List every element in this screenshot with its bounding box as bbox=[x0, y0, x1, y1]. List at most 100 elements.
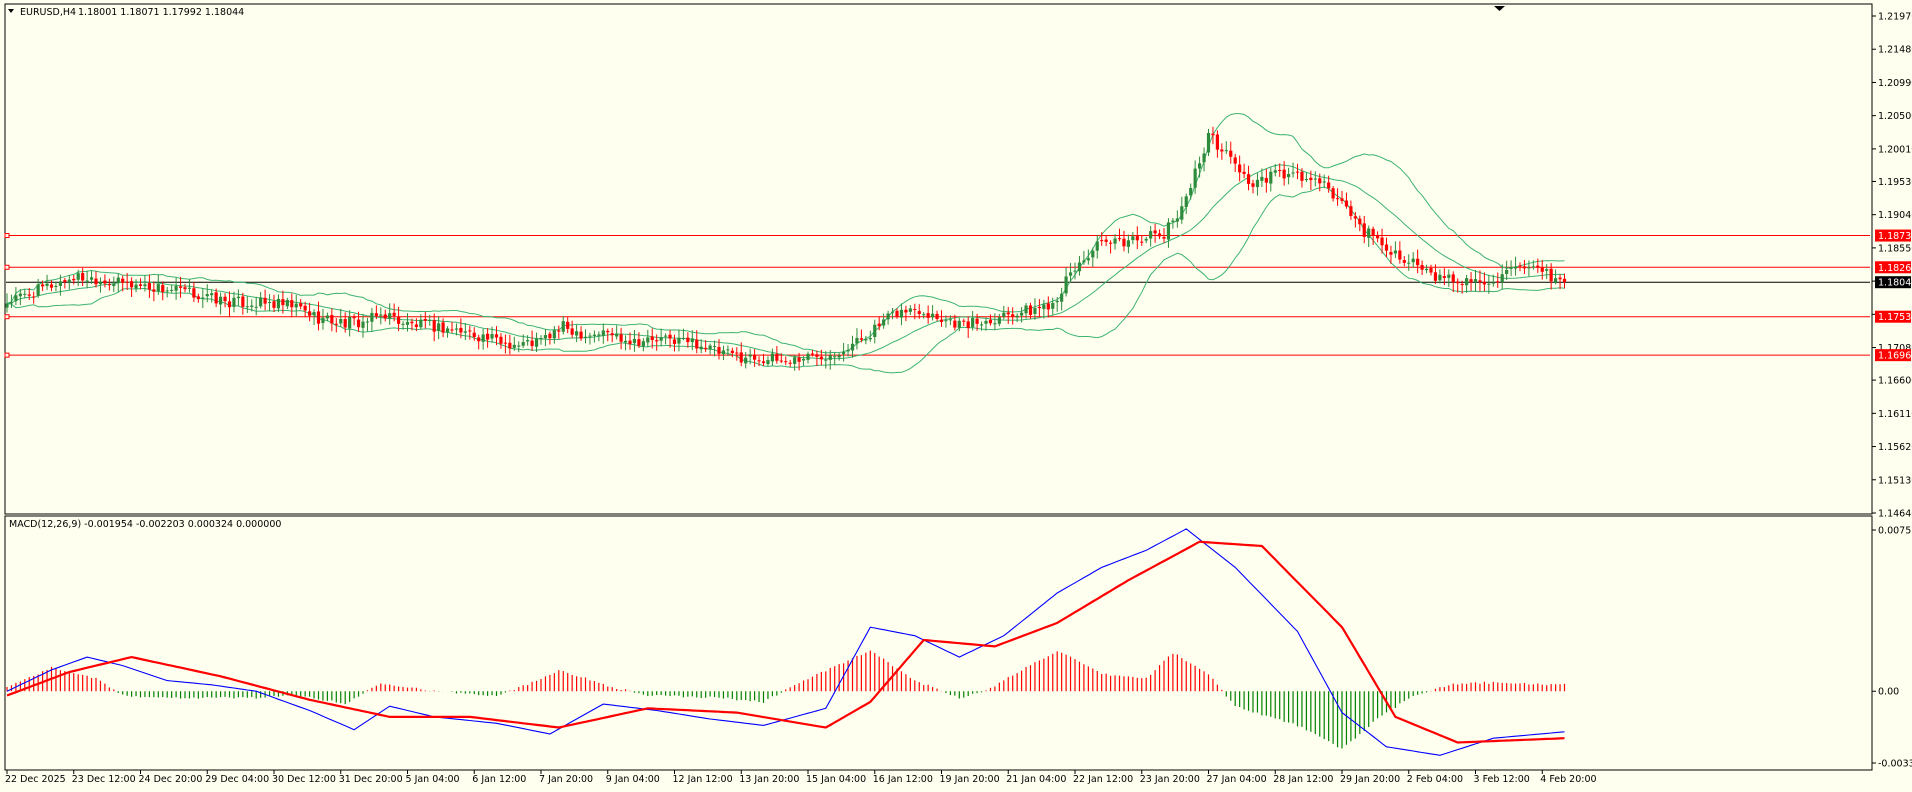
price-pane-frame[interactable] bbox=[4, 3, 1873, 515]
candle-bear bbox=[1157, 233, 1162, 237]
chart-shift-marker[interactable] bbox=[1494, 6, 1505, 11]
candle-bull bbox=[445, 328, 450, 333]
candle-bear bbox=[637, 339, 641, 346]
candle-bear bbox=[290, 300, 294, 308]
candle-bull bbox=[156, 284, 160, 292]
price-axis[interactable]: 1.21970 1.21480 1.20990 1.20500 1.20010 1.195… bbox=[1872, 12, 1912, 770]
price-tick-label: 1.16600 bbox=[1878, 376, 1912, 387]
candle-bull bbox=[1304, 179, 1308, 181]
candle-bear bbox=[316, 311, 321, 324]
candle-bear bbox=[125, 281, 129, 283]
level-price-tag bbox=[1875, 261, 1911, 274]
candle-bull bbox=[1060, 293, 1064, 302]
level-price-tag bbox=[1875, 229, 1911, 242]
candle-bull bbox=[259, 297, 263, 307]
candle-bear bbox=[735, 352, 739, 354]
candle-bear bbox=[1558, 277, 1562, 280]
candle-bear bbox=[757, 360, 761, 362]
candle-bull bbox=[1531, 266, 1535, 268]
candle-bull bbox=[5, 303, 9, 308]
macd-tick-label: 0.00 bbox=[1878, 687, 1899, 698]
level-price-tag-text: 1.18732 bbox=[1878, 231, 1912, 242]
time-tick-label: 2 Feb 04:00 bbox=[1407, 774, 1463, 785]
price-tick-label: 1.20010 bbox=[1878, 144, 1912, 155]
candle-bull bbox=[36, 284, 40, 296]
candle-bear bbox=[356, 319, 361, 328]
candle-bull bbox=[267, 301, 272, 303]
candle-bull bbox=[997, 317, 1001, 324]
level-handle-1 bbox=[4, 264, 10, 270]
candle-bear bbox=[859, 338, 863, 340]
candle-bear bbox=[606, 330, 610, 333]
candle-bull bbox=[1086, 258, 1090, 261]
candle-bear bbox=[966, 321, 970, 329]
candle-bull bbox=[690, 338, 694, 343]
candle-bull bbox=[744, 357, 748, 364]
collapse-arrow-icon[interactable] bbox=[8, 9, 14, 13]
candle-bull bbox=[1273, 170, 1277, 173]
candle-bull bbox=[232, 297, 236, 307]
candle-bear bbox=[1242, 171, 1246, 174]
candle-bull bbox=[1500, 274, 1504, 283]
candle-bear bbox=[877, 323, 881, 327]
candle-bear bbox=[1518, 265, 1522, 267]
time-tick-label: 4 Feb 20:00 bbox=[1540, 774, 1596, 785]
candle-bull bbox=[1260, 176, 1264, 181]
candle-bear bbox=[477, 337, 481, 342]
candle-bear bbox=[227, 301, 232, 308]
candle-bull bbox=[708, 345, 712, 350]
candle-bear bbox=[1331, 188, 1335, 199]
candle-bull bbox=[833, 356, 837, 358]
time-axis[interactable]: 22 Dec 2025 23 Dec 12:00 24 Dec 20:00 29 De… bbox=[5, 770, 1597, 785]
candle-bear bbox=[988, 319, 993, 324]
candle-bull bbox=[437, 323, 441, 331]
price-tick-label: 1.18550 bbox=[1878, 243, 1912, 254]
time-tick-label: 16 Jan 12:00 bbox=[873, 774, 933, 785]
candle-bull bbox=[174, 286, 178, 291]
candle-bull bbox=[1224, 150, 1228, 152]
candle-bear bbox=[1482, 281, 1486, 285]
signal-line bbox=[6, 540, 1565, 744]
candle-bull bbox=[143, 284, 147, 287]
candle-bear bbox=[432, 320, 436, 332]
candle-bear bbox=[975, 318, 979, 324]
macd-tick-label: -0.00336 bbox=[1878, 759, 1912, 770]
candle-bear bbox=[730, 350, 734, 354]
candle-bear bbox=[704, 347, 708, 350]
candle-bear bbox=[192, 288, 196, 298]
candle-bear bbox=[81, 273, 85, 281]
candle-bear bbox=[1135, 236, 1139, 241]
candle-bull bbox=[1491, 282, 1495, 284]
candle-bull bbox=[1411, 258, 1415, 263]
candle-bull bbox=[219, 296, 223, 305]
candle-bear bbox=[1300, 171, 1304, 181]
candle-bear bbox=[508, 342, 512, 349]
candle-bear bbox=[468, 330, 472, 332]
candle-bear bbox=[779, 360, 783, 362]
candle-bull bbox=[1184, 196, 1188, 208]
time-tick-label: 22 Dec 2025 bbox=[5, 774, 66, 785]
candle-bull bbox=[837, 355, 841, 358]
candle-bull bbox=[428, 319, 432, 321]
ohlc-label: 1.18001 1.18071 1.17992 1.18044 bbox=[78, 7, 244, 18]
candle-bear bbox=[147, 282, 151, 290]
candle-bear bbox=[1140, 241, 1144, 243]
macd-pane-frame[interactable] bbox=[4, 515, 1873, 771]
candle-bear bbox=[819, 356, 823, 360]
price-tick-label: 1.21970 bbox=[1878, 12, 1912, 23]
candle-bear bbox=[1335, 198, 1340, 200]
candle-bear bbox=[1028, 305, 1033, 315]
candle-bull bbox=[793, 357, 797, 364]
candle-bull bbox=[1024, 305, 1028, 314]
candle-bear bbox=[1433, 272, 1438, 281]
candle-bull bbox=[699, 346, 703, 350]
time-tick-label: 28 Jan 12:00 bbox=[1273, 774, 1333, 785]
candle-bull bbox=[526, 340, 530, 342]
candle-bull bbox=[1202, 153, 1206, 163]
candle-bull bbox=[890, 311, 895, 313]
candle-bull bbox=[1438, 274, 1442, 281]
candle-bear bbox=[414, 324, 418, 328]
candle-bear bbox=[530, 340, 534, 347]
